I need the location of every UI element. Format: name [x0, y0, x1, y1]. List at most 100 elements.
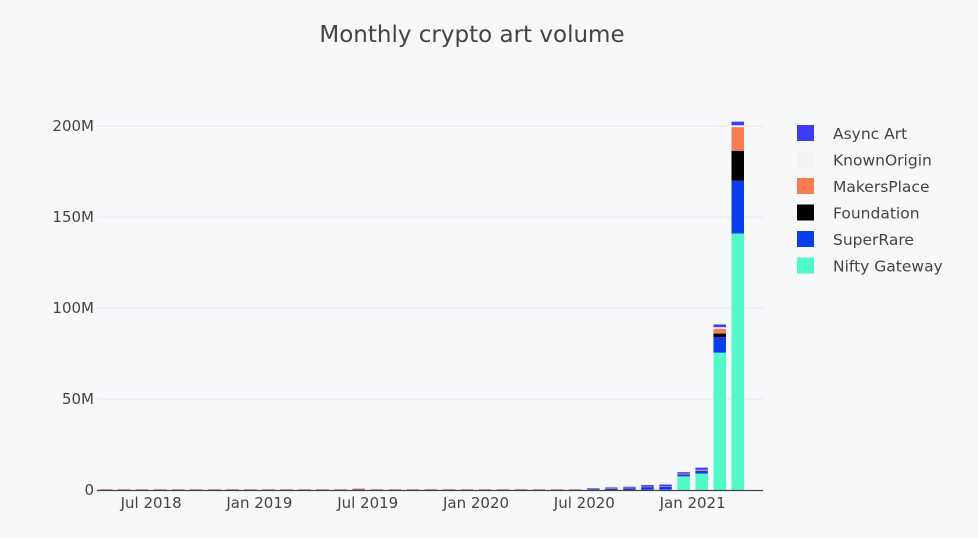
bar-segment-superrare[interactable]	[713, 337, 726, 353]
bar-segment-makersplace[interactable]	[587, 488, 600, 490]
legend-label: MakersPlace	[833, 178, 930, 196]
bar-segment-async-art[interactable]	[713, 324, 726, 328]
bar-segment-makersplace[interactable]	[171, 489, 185, 490]
legend-swatch	[797, 151, 814, 168]
legend-item[interactable]: SuperRare	[797, 231, 914, 249]
bar-segment-makersplace[interactable]	[244, 489, 257, 490]
bar-segment-makersplace[interactable]	[262, 489, 275, 490]
bar-segment-makersplace[interactable]	[208, 489, 221, 490]
legend-swatch	[797, 231, 814, 247]
y-tick-label: 200M	[52, 117, 94, 135]
y-tick-label: 0	[84, 481, 94, 499]
grid-lines	[97, 125, 763, 400]
bar-segment-makersplace[interactable]	[659, 486, 672, 487]
bar-segment-makersplace[interactable]	[478, 489, 492, 490]
bar-segment-makersplace[interactable]	[352, 488, 365, 490]
legend-item[interactable]: Nifty Gateway	[797, 257, 943, 276]
bar-segment-makersplace[interactable]	[424, 489, 438, 490]
bar-segment-makersplace[interactable]	[316, 489, 329, 490]
bar-segment-nifty-gateway[interactable]	[731, 233, 745, 490]
x-tick-label: Jul 2018	[120, 494, 182, 512]
bar-segment-makersplace[interactable]	[280, 489, 293, 490]
bar-segment-superrare[interactable]	[695, 470, 708, 474]
bar-segment-async-art[interactable]	[587, 488, 600, 489]
legend-label: KnownOrigin	[833, 152, 932, 170]
bar-segment-nifty-gateway[interactable]	[677, 476, 690, 490]
y-tick-label: 100M	[52, 299, 94, 317]
bar-segment-async-art[interactable]	[659, 484, 672, 487]
bar-segment-makersplace[interactable]	[153, 489, 167, 490]
bar-segment-makersplace[interactable]	[406, 489, 420, 490]
bar-segment-makersplace[interactable]	[370, 489, 384, 490]
bar-segment-makersplace[interactable]	[135, 489, 149, 490]
bars	[99, 121, 745, 491]
bar-segment-makersplace[interactable]	[226, 489, 239, 490]
legend-label: Async Art	[833, 125, 907, 143]
legend-swatch	[797, 178, 814, 194]
bar-segment-superrare[interactable]	[731, 180, 745, 234]
bar-segment-makersplace[interactable]	[460, 489, 474, 490]
bar-segment-makersplace[interactable]	[514, 489, 528, 490]
chart-title: Monthly crypto art volume	[319, 22, 624, 48]
bar-segment-foundation[interactable]	[731, 150, 745, 181]
bar-segment-makersplace[interactable]	[641, 486, 654, 488]
bar-segment-makersplace[interactable]	[532, 489, 546, 490]
bar-segment-async-art[interactable]	[605, 487, 618, 489]
y-axis-ticks: 0 50M 100M 150M 200M	[52, 117, 94, 499]
y-tick-label: 50M	[62, 390, 94, 408]
x-axis-ticks: Jul 2018 Jan 2019 Jul 2019 Jan 2020 Jul 2020…	[120, 494, 726, 512]
bar-segment-async-art[interactable]	[623, 486, 636, 488]
bar-segment-superrare[interactable]	[659, 486, 672, 490]
bar-segment-makersplace[interactable]	[334, 489, 347, 490]
bar-segment-makersplace[interactable]	[677, 473, 690, 475]
x-tick-label: Jul 2020	[553, 494, 615, 512]
bar-segment-makersplace[interactable]	[605, 488, 618, 489]
legend-item[interactable]: Async Art	[797, 125, 907, 143]
bar-segment-async-art[interactable]	[677, 472, 690, 474]
bar-segment-nifty-gateway[interactable]	[713, 352, 726, 490]
legend-item[interactable]: MakersPlace	[797, 178, 930, 196]
bar-segment-superrare[interactable]	[677, 474, 690, 477]
legend-item[interactable]: Foundation	[797, 204, 920, 223]
bar-segment-makersplace[interactable]	[731, 127, 745, 151]
x-tick-label: Jul 2019	[336, 494, 398, 512]
bar-segment-makersplace[interactable]	[569, 489, 582, 490]
bar-segment-makersplace[interactable]	[695, 469, 708, 471]
bar-segment-makersplace[interactable]	[442, 489, 456, 490]
bar-segment-async-art[interactable]	[731, 121, 745, 126]
x-tick-label: Jan 2019	[225, 494, 292, 512]
bar-segment-makersplace[interactable]	[388, 489, 402, 490]
bar-segment-makersplace[interactable]	[117, 489, 131, 490]
legend-label: SuperRare	[833, 231, 914, 249]
legend-swatch	[797, 204, 814, 221]
bar-segment-superrare[interactable]	[605, 488, 618, 490]
legend-label: Foundation	[833, 205, 920, 223]
bar-segment-superrare[interactable]	[352, 489, 365, 491]
bar-segment-async-art[interactable]	[695, 467, 708, 470]
bar-segment-knownorigin[interactable]	[713, 327, 726, 330]
legend-swatch	[797, 125, 814, 141]
y-tick-label: 150M	[52, 208, 94, 226]
bar-segment-makersplace[interactable]	[190, 489, 203, 490]
legend-swatch	[797, 257, 814, 274]
legend-item[interactable]: KnownOrigin	[797, 151, 932, 170]
bar-segment-superrare[interactable]	[587, 489, 600, 490]
bar-segment-superrare[interactable]	[641, 487, 654, 490]
bar-segment-nifty-gateway[interactable]	[695, 473, 708, 490]
bar-segment-makersplace[interactable]	[713, 329, 726, 334]
bar-segment-superrare[interactable]	[623, 488, 636, 490]
bar-segment-makersplace[interactable]	[623, 487, 636, 489]
bar-segment-makersplace[interactable]	[298, 489, 311, 490]
bar-segment-foundation[interactable]	[713, 333, 726, 338]
bar-segment-knownorigin[interactable]	[731, 125, 745, 128]
bar-segment-makersplace[interactable]	[551, 489, 564, 490]
bar-segment-makersplace[interactable]	[496, 489, 510, 490]
bar-segment-makersplace[interactable]	[99, 489, 113, 490]
legend-label: Nifty Gateway	[833, 258, 943, 276]
x-tick-label: Jan 2020	[442, 494, 509, 512]
legend[interactable]: Async Art KnownOrigin MakersPlace Foundatio…	[797, 125, 943, 276]
x-tick-label: Jan 2021	[659, 494, 726, 512]
bar-segment-async-art[interactable]	[641, 485, 654, 487]
